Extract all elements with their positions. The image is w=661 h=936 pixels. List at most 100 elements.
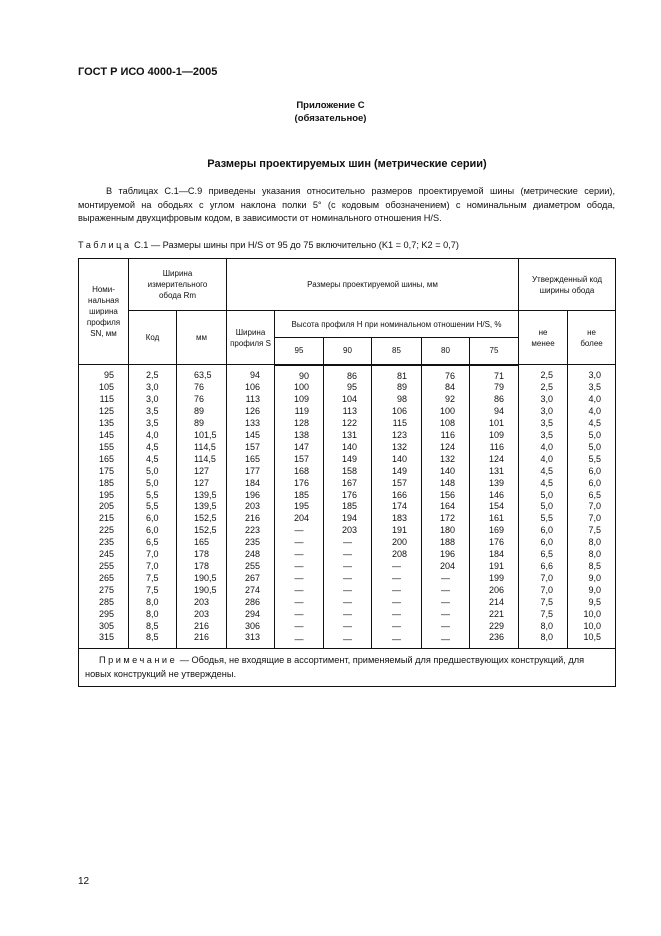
table-cell: 176 (468, 537, 520, 550)
table-cell: 116 (421, 430, 470, 442)
table-cell: 194 (323, 513, 372, 526)
table-cell: 255 (78, 561, 129, 573)
table-cell: 184 (468, 549, 520, 561)
table-cell: 195 (274, 501, 324, 514)
table-cell: — (323, 561, 372, 573)
table-cell: 109 (274, 394, 324, 407)
table-cell: 208 (371, 549, 422, 561)
table-cell: 191 (468, 561, 520, 573)
table-cell: 203 (176, 596, 227, 609)
table-cell: 4,0 (567, 394, 617, 407)
table-row: 95 2,5 63,5 94 90 86 81 76 71 2,5 3,0 (78, 364, 617, 383)
table-cell: — (323, 572, 372, 585)
table-cell: 221 (468, 608, 520, 621)
table-cell: 7,5 (518, 596, 569, 609)
table-cell: 114,5 (176, 453, 227, 466)
table-cell: 79 (468, 382, 520, 395)
table-cell: — (371, 572, 422, 585)
table-cell: 113 (226, 394, 275, 407)
table-cell: 8,0 (518, 632, 569, 650)
table-cell: 6,0 (518, 537, 569, 550)
header-code: Код (128, 310, 177, 365)
table-cell: 3,0 (518, 406, 569, 419)
table-cell: — (274, 537, 324, 550)
table-cell: 176 (323, 489, 372, 502)
table-cell: 9,5 (567, 596, 617, 609)
table-cell: 4,0 (128, 430, 177, 442)
table-cell: 265 (78, 572, 129, 585)
header-profile-height: Высота профиля H при номинальном отношен… (273, 310, 520, 338)
table-cell: 7,0 (567, 501, 617, 514)
table-cell: 5,0 (518, 489, 569, 502)
table-cell: 127 (176, 477, 227, 490)
table-cell: 115 (371, 418, 422, 431)
table-cell: 5,0 (128, 465, 177, 478)
table-cell: 285 (78, 596, 129, 609)
table-cell: 294 (226, 608, 275, 621)
table-cell: 131 (468, 465, 520, 478)
intro-paragraph: В таблицах С.1—С.9 приведены указания от… (78, 186, 615, 223)
tire-size-table: Номи-нальная ширина профиля SN, мм Ширин… (77, 258, 617, 688)
table-cell: 178 (176, 561, 227, 573)
table-cell: 236 (468, 632, 520, 650)
table-row: 155 4,5 114,5 157 147 140 132 124 116 4,0 5,0 (78, 441, 617, 454)
table-cell: 2,5 (128, 364, 177, 383)
table-cell: 165 (226, 453, 275, 466)
table-cell: 76 (421, 364, 470, 383)
table-cell: 7,0 (128, 561, 177, 573)
table-cell: 157 (274, 453, 324, 466)
table-cell: 2,5 (518, 382, 569, 395)
table-cell: 7,5 (128, 572, 177, 585)
table-cell: 116 (468, 441, 520, 454)
header-rim-width: Ширина измерительного обода Rm (128, 258, 227, 311)
table-cell: 4,0 (518, 441, 569, 454)
table-cell: 76 (176, 382, 227, 395)
table-row: 315 8,5 216 313— — — —236 8,0 10,5 (78, 632, 617, 650)
table-cell: 267 (226, 572, 275, 585)
table-cell: 274 (226, 584, 275, 597)
table-cell: — (274, 525, 324, 538)
table-cell: 245 (78, 549, 129, 561)
table-cell: 203 (226, 501, 275, 514)
table-cell: 132 (421, 453, 470, 466)
table-cell: 76 (176, 394, 227, 407)
table-cell: 196 (226, 489, 275, 502)
table-cell: 169 (468, 525, 520, 538)
table-cell: 3,0 (567, 364, 617, 383)
table-row: 125 3,5 89 126 119 113 106 100 94 3,0 4,0 (78, 406, 617, 419)
header-ratio-80: 80 (421, 337, 470, 366)
table-cell: 216 (176, 620, 227, 633)
table-row: 165 4,5 114,5 165 157 149 140 132 124 4,0 5,5 (78, 453, 617, 466)
table-cell: 195 (78, 489, 129, 502)
table-cell: 3,5 (518, 430, 569, 442)
table-cell: 139 (468, 477, 520, 490)
table-cell: 86 (468, 394, 520, 407)
table-cell: 5,0 (128, 477, 177, 490)
table-cell: 131 (323, 430, 372, 442)
table-cell: 122 (323, 418, 372, 431)
table-cell: 98 (371, 394, 422, 407)
table-cell: 139,5 (176, 489, 227, 502)
table-cell: — (421, 632, 470, 650)
table-caption: Таблица С.1 — Размеры шины при H/S от 95… (78, 240, 459, 250)
table-cell: 176 (274, 477, 324, 490)
table-cell: — (323, 608, 372, 621)
table-cell: 225 (78, 525, 129, 538)
table-cell: 6,0 (518, 525, 569, 538)
table-cell: 132 (371, 441, 422, 454)
table-cell: 8,0 (567, 549, 617, 561)
header-section-width: Ширина профиля S (226, 310, 275, 365)
table-cell: 105 (78, 382, 129, 395)
table-cell: 305 (78, 620, 129, 633)
table-cell: 6,0 (567, 465, 617, 478)
table-cell: 229 (468, 620, 520, 633)
table-cell: 81 (371, 364, 422, 383)
document-id: ГОСТ Р ИСО 4000-1—2005 (78, 66, 218, 78)
table-note: Примечание — Ободья, не входящие в ассор… (77, 648, 617, 688)
table-row: 185 5,0 127 184 176 167 157 148 139 4,5 6,0 (78, 477, 617, 490)
table-cell: — (323, 632, 372, 650)
table-cell: 188 (421, 537, 470, 550)
table-cell: 6,0 (567, 477, 617, 490)
table-cell: 119 (274, 406, 324, 419)
